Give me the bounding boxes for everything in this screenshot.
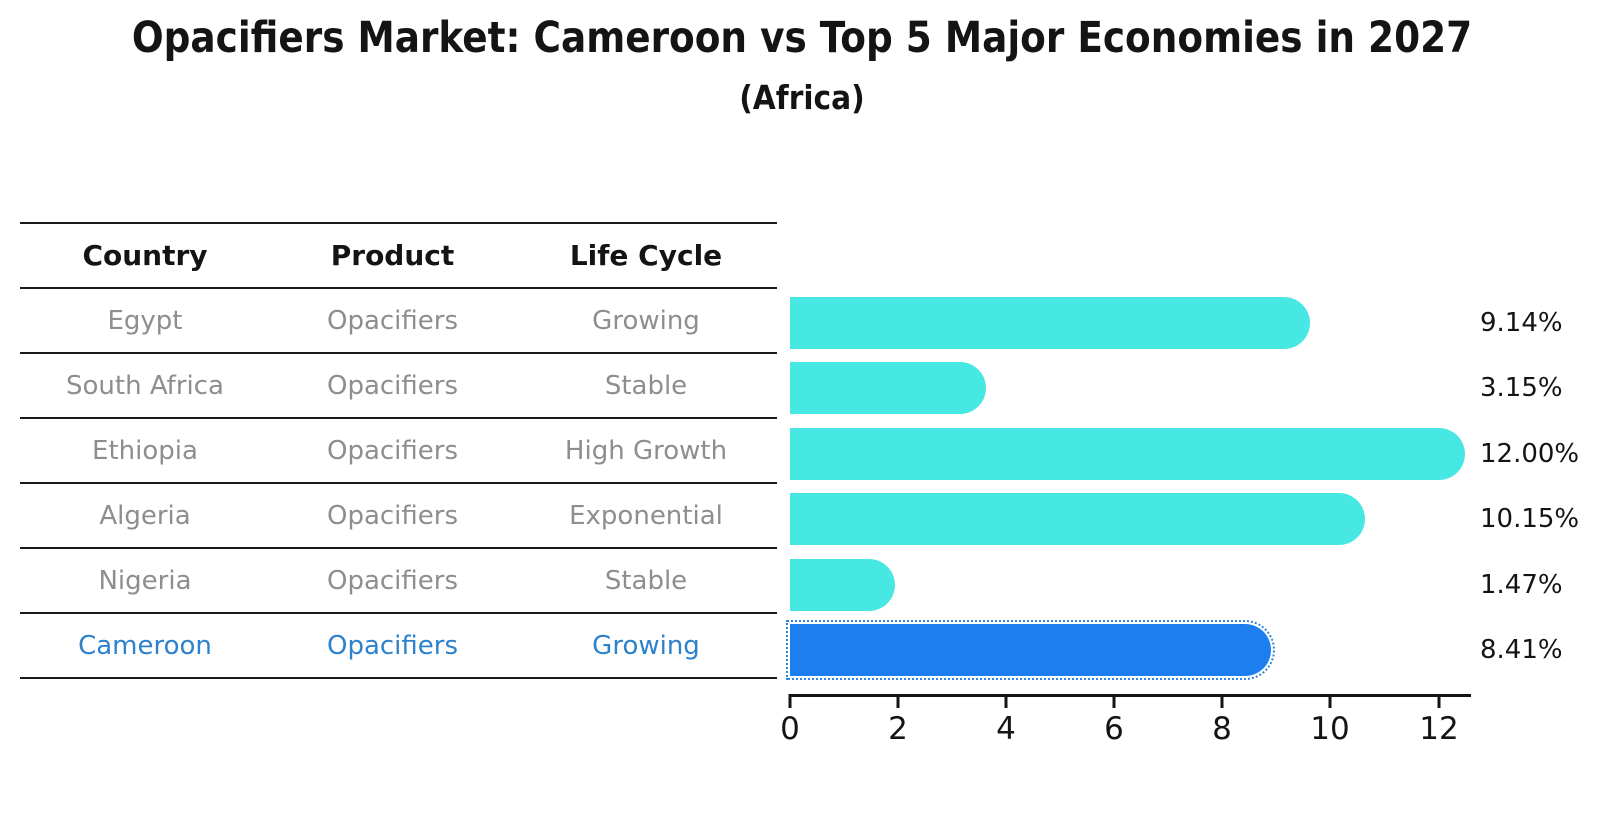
table-cell-life-cycle: Growing — [592, 305, 700, 336]
x-tick — [1112, 694, 1116, 708]
bar-row — [790, 421, 1510, 487]
table-cell-country: Algeria — [99, 500, 191, 531]
table-cell-life-cycle: Growing — [592, 630, 700, 661]
x-tick-label: 10 — [1310, 711, 1350, 747]
table-cell-country: Ethiopia — [92, 435, 198, 466]
x-tick — [788, 694, 792, 708]
bar-ethiopia — [790, 427, 1465, 480]
table-body: Egypt Opacifiers Growing South Africa Opacif… — [20, 289, 777, 679]
table-cell-life-cycle: High Growth — [564, 435, 728, 466]
x-tick-label: 12 — [1419, 711, 1459, 747]
table-cell-product: Opacifiers — [326, 370, 459, 401]
bar-algeria — [790, 493, 1365, 546]
value-label: 3.15% — [1480, 373, 1563, 404]
table-row-ethiopia: Ethiopia Opacifiers High Growth — [20, 419, 777, 484]
bar-row — [786, 618, 1510, 684]
x-tick — [1004, 694, 1008, 708]
table-row-algeria: Algeria Opacifiers Exponential — [20, 484, 777, 549]
chart-subtitle: (Africa) — [739, 78, 865, 117]
x-tick-label: 8 — [1212, 711, 1232, 747]
table-cell-product: Opacifiers — [326, 500, 459, 531]
country-table: Country Product Life Cycle Egypt Opacifie… — [20, 222, 777, 679]
x-tick-label: 4 — [996, 711, 1016, 747]
table-row-nigeria: Nigeria Opacifiers Stable — [20, 549, 777, 614]
table-header-product: Product — [330, 239, 455, 272]
table-cell-product: Opacifiers — [326, 565, 459, 596]
bar-south-africa — [790, 362, 986, 415]
bar-row — [790, 487, 1510, 553]
x-tick — [1328, 694, 1332, 708]
table-cell-country: Cameroon — [78, 630, 212, 661]
value-label: 10.15% — [1480, 504, 1580, 535]
x-axis-line — [790, 694, 1471, 697]
bar-cameroon — [786, 620, 1275, 681]
table-row-cameroon: Cameroon Opacifiers Growing — [20, 614, 777, 679]
table-cell-country: Egypt — [107, 305, 183, 336]
x-tick-label: 0 — [780, 711, 800, 747]
x-tick-label: 6 — [1104, 711, 1124, 747]
bar-row — [790, 290, 1510, 356]
table-cell-life-cycle: Stable — [604, 370, 688, 401]
bar-egypt — [790, 296, 1310, 349]
x-axis: 0 2 4 6 8 10 12 — [780, 694, 1471, 764]
value-label: 1.47% — [1480, 569, 1563, 600]
table-cell-country: South Africa — [66, 370, 224, 401]
table-cell-product: Opacifiers — [326, 305, 459, 336]
table-cell-life-cycle: Stable — [604, 565, 688, 596]
bar-row — [790, 356, 1510, 422]
bar-chart-area — [786, 290, 1510, 684]
value-label: 9.14% — [1480, 307, 1563, 338]
x-tick-label: 2 — [888, 711, 908, 747]
bar-row — [790, 552, 1510, 618]
table-cell-country: Nigeria — [98, 565, 192, 596]
table-row-egypt: Egypt Opacifiers Growing — [20, 289, 777, 354]
table-cell-product: Opacifiers — [326, 435, 459, 466]
x-tick — [1437, 694, 1441, 708]
chart-title: Opacifiers Market: Cameroon vs Top 5 Maj… — [131, 13, 1473, 63]
value-label: 8.41% — [1480, 635, 1563, 666]
value-labels-column: 9.14% 3.15% 12.00% 10.15% 1.47% 8.41% — [1480, 290, 1604, 683]
table-row-south-africa: South Africa Opacifiers Stable — [20, 354, 777, 419]
bar-nigeria — [790, 558, 895, 611]
x-tick — [896, 694, 900, 708]
table-cell-life-cycle: Exponential — [569, 500, 723, 531]
table-header-country: Country — [82, 239, 208, 272]
table-cell-product: Opacifiers — [326, 630, 459, 661]
table-header-lifecycle: Life Cycle — [569, 239, 723, 272]
value-label: 12.00% — [1480, 438, 1580, 469]
x-tick — [1220, 694, 1224, 708]
table-header-row: Country Product Life Cycle — [20, 224, 777, 289]
